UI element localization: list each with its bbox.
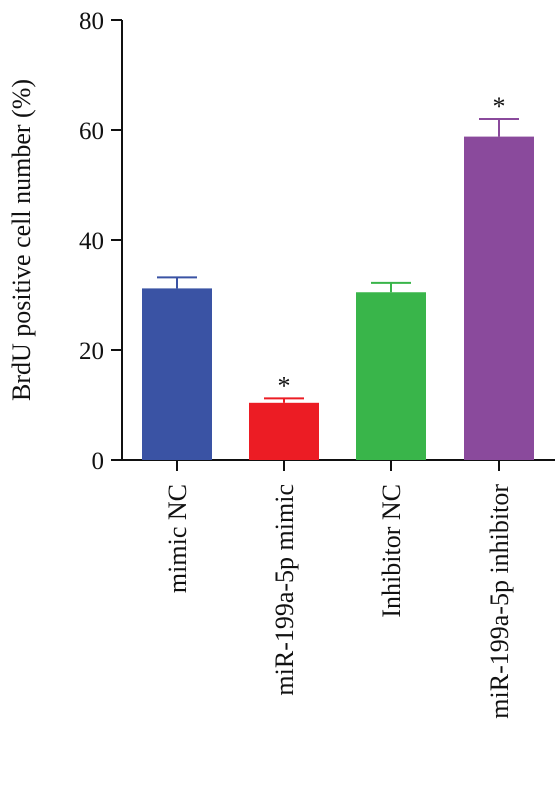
bar [249, 402, 319, 460]
plot-area: 0 20 40 60 80 mimic NC miR-199a-5p mimic * Inhib… [79, 8, 555, 719]
x-category-label: miR-199a-5p mimic [270, 484, 299, 696]
significance-marker: * [278, 371, 291, 400]
y-tick-label: 60 [79, 118, 104, 145]
significance-marker: * [493, 92, 506, 121]
y-tick-label: 0 [92, 448, 105, 475]
x-category-label: Inhibitor NC [377, 484, 406, 618]
y-tick-label: 40 [79, 228, 104, 255]
x-category-label: mimic NC [163, 484, 192, 593]
bar [142, 288, 212, 460]
x-category-label: miR-199a-5p inhibitor [485, 484, 514, 719]
y-tick-label: 80 [79, 8, 104, 35]
y-tick-label: 20 [79, 338, 104, 365]
bar [356, 292, 426, 460]
y-axis-title: BrdU positive cell number (%) [7, 79, 36, 401]
bar [464, 136, 534, 460]
